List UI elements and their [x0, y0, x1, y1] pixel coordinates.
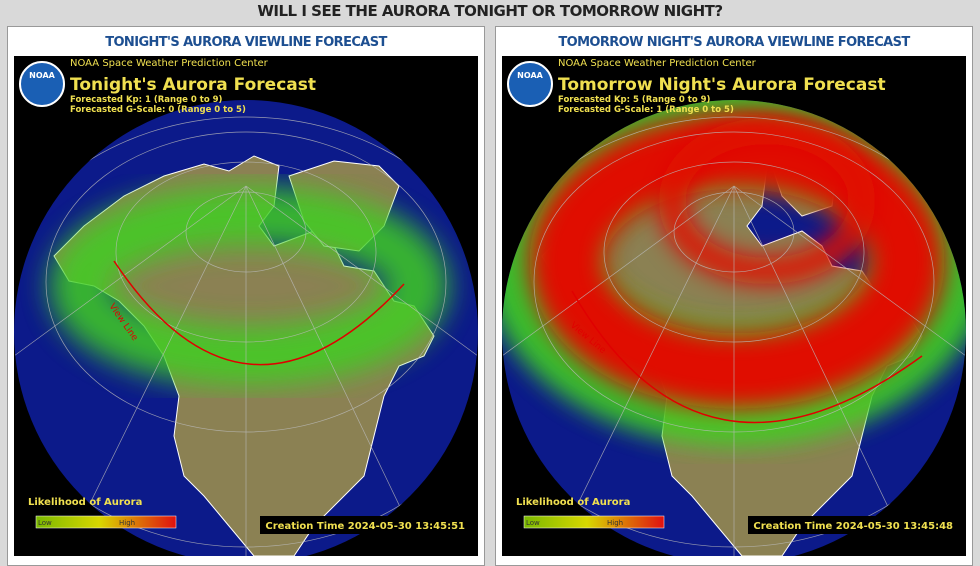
- page: WILL I SEE THE AURORA TONIGHT OR TOMORRO…: [7, 2, 973, 566]
- legend-high: High: [119, 519, 135, 527]
- legend-title: Likelihood of Aurora: [516, 497, 630, 508]
- creation-box: [748, 516, 958, 534]
- forecast-panel: TONIGHT'S AURORA VIEWLINE FORECAST View …: [7, 26, 485, 566]
- legend-bar: [35, 515, 177, 529]
- panel-heading: TONIGHT'S AURORA VIEWLINE FORECAST: [105, 35, 387, 50]
- page-title: WILL I SEE THE AURORA TONIGHT OR TOMORRO…: [257, 2, 723, 20]
- legend-low: Low: [38, 519, 52, 527]
- panel-heading: TOMORROW NIGHT'S AURORA VIEWLINE FORECAS…: [558, 35, 910, 50]
- logo-text: NOAA: [29, 71, 55, 80]
- aurora-oval: [49, 186, 449, 386]
- forecast-panel: TOMORROW NIGHT'S AURORA VIEWLINE FORECAS…: [495, 26, 973, 566]
- aurora-map: View Line NOAA NOAA Space Weather Predic…: [14, 56, 478, 556]
- globe-content: View Line: [502, 100, 966, 556]
- view-line: [571, 290, 923, 424]
- map-title: Tonight's Aurora Forecast: [70, 75, 316, 95]
- legend-title: Likelihood of Aurora: [28, 497, 142, 508]
- kp: Forecasted Kp: 1 (Range 0 to 9): [70, 95, 223, 105]
- logo-text: NOAA: [517, 71, 543, 80]
- legend-high: High: [607, 519, 623, 527]
- g-scale: Forecasted G-Scale: 0 (Range 0 to 5): [70, 105, 246, 115]
- globe-content: View Line: [14, 116, 478, 556]
- view-line: [113, 260, 405, 366]
- kp: Forecasted Kp: 5 (Range 0 to 9): [558, 95, 711, 105]
- creation-box: [260, 516, 470, 534]
- graticule: [14, 116, 478, 556]
- creation-time: Creation Time 2024-05-30 13:45:51: [265, 521, 465, 532]
- agency: NOAA Space Weather Prediction Center: [70, 58, 269, 69]
- graticule: [502, 116, 966, 556]
- aurora-map: View Line NOAA NOAA Space Weather Predic…: [502, 56, 966, 556]
- map-title: Tomorrow Night's Aurora Forecast: [558, 75, 886, 95]
- g-scale: Forecasted G-Scale: 1 (Range 0 to 5): [558, 105, 734, 115]
- legend-low: Low: [526, 519, 540, 527]
- creation-time: Creation Time 2024-05-30 13:45:48: [753, 521, 953, 532]
- noaa-logo: [19, 61, 65, 107]
- agency: NOAA Space Weather Prediction Center: [558, 58, 757, 69]
- legend-bar: [523, 515, 665, 529]
- noaa-logo: [507, 61, 553, 107]
- aurora-oval: [529, 113, 945, 409]
- aurora-inner: [659, 118, 875, 284]
